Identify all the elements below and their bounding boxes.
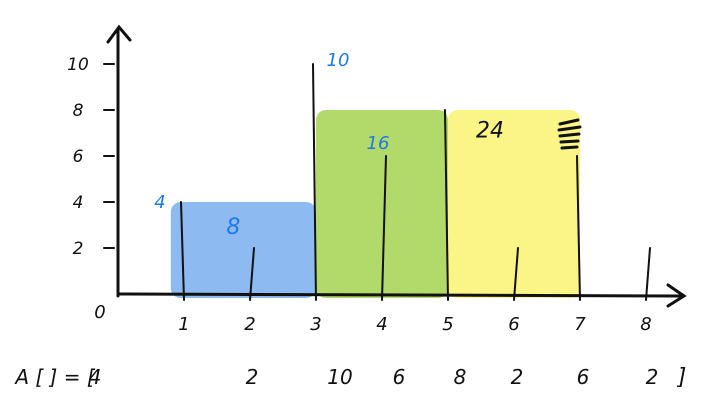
height-annotation-4: 4 xyxy=(154,192,165,213)
bar-line-6 xyxy=(513,247,519,301)
array-expression: A [ ] = [4 2 10 6 8 2 6 2] xyxy=(13,365,686,390)
array-value-8: 2 xyxy=(646,365,659,389)
x-tick-label-8: 8 xyxy=(640,314,651,335)
height-annotation-10: 10 xyxy=(327,50,350,71)
rectangle-2 xyxy=(316,110,448,298)
y-tick-label-2: 2 xyxy=(73,239,84,259)
scribble-mark xyxy=(557,118,582,150)
labels: 8 16 24 4 10 xyxy=(154,50,582,240)
y-tick-label-4: 4 xyxy=(73,193,84,213)
y-axis-arrow xyxy=(106,24,132,44)
x-axis-arrow xyxy=(666,283,687,308)
array-value-7: 6 xyxy=(577,365,590,389)
rectangle-1 xyxy=(170,202,316,298)
bar-line-2 xyxy=(249,247,255,301)
bar-line-5 xyxy=(444,109,449,301)
array-value-2: 2 xyxy=(246,365,259,389)
array-value-5: 8 xyxy=(454,365,467,389)
rectangles-layer xyxy=(170,110,580,298)
x-tick-label-7: 7 xyxy=(574,314,586,335)
array-value-1: 4 xyxy=(89,365,102,389)
axes xyxy=(106,24,687,308)
bar-line-8 xyxy=(645,247,651,301)
rectangle-2-area-label: 16 xyxy=(367,133,390,154)
rectangle-1-area-label: 8 xyxy=(226,215,240,240)
bar-line-1 xyxy=(180,201,185,301)
array-prefix: A [ ] = [ xyxy=(13,365,95,389)
x-tick-label-4: 4 xyxy=(376,314,387,335)
array-value-6: 2 xyxy=(511,365,524,389)
array-value-3: 10 xyxy=(327,365,352,389)
array-suffix: ] xyxy=(677,365,687,390)
x-tick-label-3: 3 xyxy=(310,314,321,335)
x-tick-label-6: 6 xyxy=(508,314,519,335)
x-axis xyxy=(116,292,684,298)
rectangle-3-area-label: 24 xyxy=(476,119,504,144)
origin-label: 0 xyxy=(94,302,105,323)
bar-line-7 xyxy=(576,155,581,301)
rectangle-3 xyxy=(448,110,580,298)
x-tick-label-2: 2 xyxy=(244,314,255,335)
y-tick-label-10: 10 xyxy=(67,55,89,75)
y-tick-label-8: 8 xyxy=(73,101,84,121)
x-tick-label-1: 1 xyxy=(178,314,189,335)
array-value-4: 6 xyxy=(393,365,406,389)
x-tick-label-5: 5 xyxy=(442,314,453,335)
bars-layer xyxy=(180,63,651,301)
bar-line-4 xyxy=(381,155,387,301)
y-tick-label-6: 6 xyxy=(73,147,84,167)
bar-line-3 xyxy=(312,63,317,301)
